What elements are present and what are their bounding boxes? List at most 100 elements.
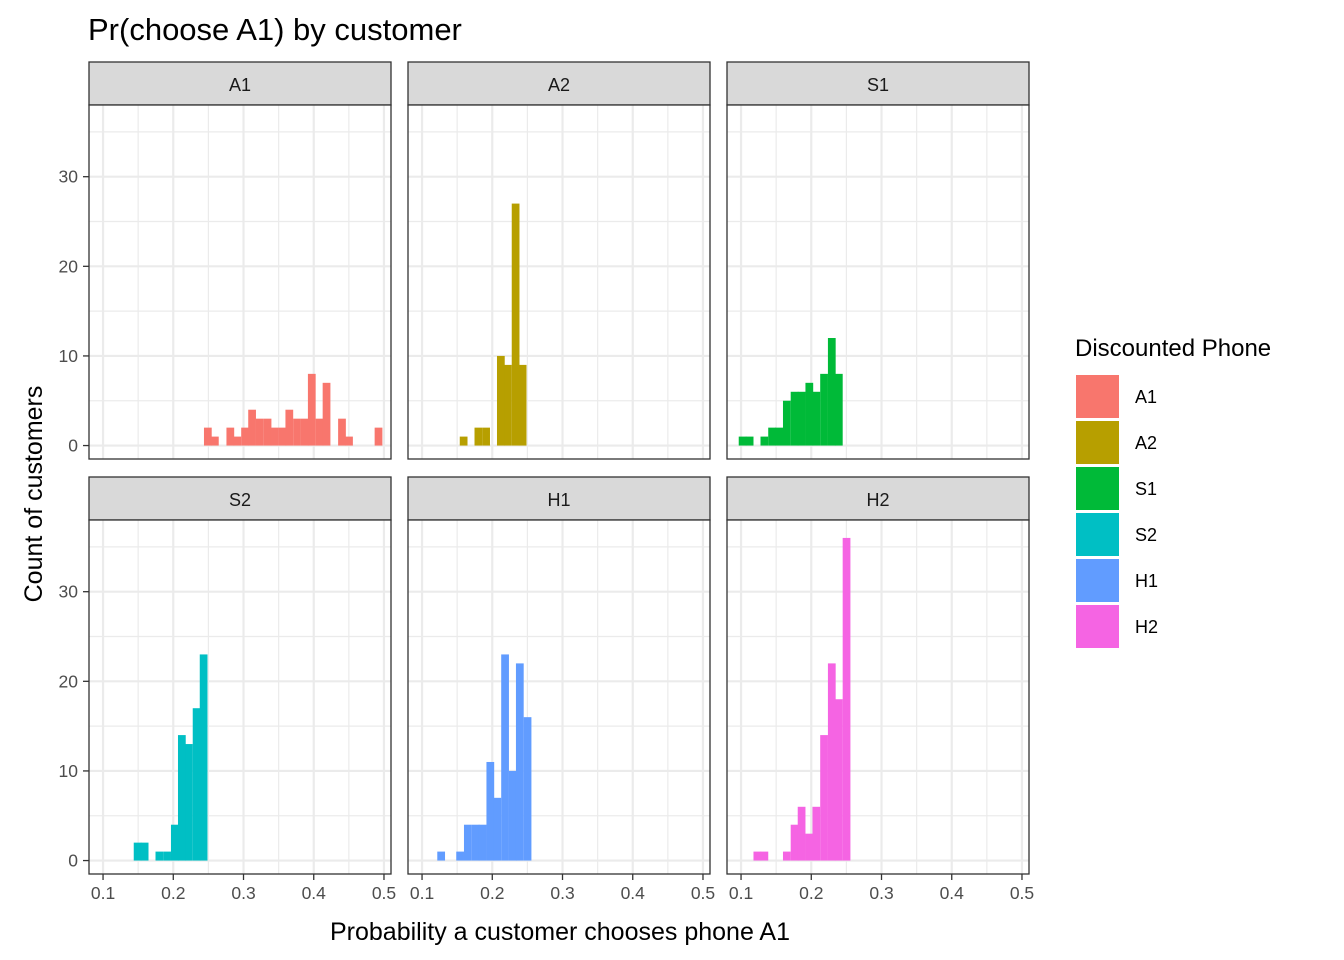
x-tick-label: 0.1 (410, 883, 434, 903)
histogram-bar (170, 824, 179, 861)
x-axis-title: Probability a customer chooses phone A1 (330, 918, 790, 946)
histogram-bar (293, 418, 301, 446)
legend-label-s2: S2 (1135, 525, 1157, 545)
y-tick-label: 30 (59, 582, 79, 602)
histogram-bar (834, 373, 843, 446)
legend-label-h1: H1 (1135, 571, 1158, 591)
histogram-bar (738, 436, 747, 446)
histogram-bar (790, 824, 799, 861)
histogram-bar (459, 436, 468, 446)
histogram-bar (255, 418, 264, 446)
histogram-bar (263, 418, 272, 446)
facet-panel-a2: A2 (407, 61, 711, 460)
x-tick-label: 0.3 (231, 883, 255, 903)
x-tick-label: 0.4 (940, 883, 965, 903)
legend-label-s1: S1 (1135, 479, 1157, 499)
y-tick-label: 20 (59, 256, 79, 276)
legend-key-h1 (1076, 559, 1119, 602)
histogram-bar (518, 364, 527, 446)
histogram-bar (760, 851, 769, 861)
y-tick-label: 0 (68, 851, 78, 871)
facet-panel-h2: H2 0.1 0.2 0.3 0.4 0.5 (726, 476, 1034, 903)
facet-strip (88, 476, 392, 521)
facet-strip (407, 61, 711, 106)
histogram-bar (338, 418, 346, 446)
histogram-bar (805, 382, 814, 446)
histogram-bar (812, 806, 821, 861)
x-tick-label: 0.4 (302, 883, 327, 903)
legend-title: Discounted Phone (1075, 335, 1271, 362)
panel-border (407, 519, 711, 875)
histogram-bar (471, 824, 480, 861)
histogram-bar (463, 824, 472, 861)
panel-background (89, 105, 391, 459)
histogram-bar (248, 409, 256, 446)
histogram-bar (820, 373, 828, 446)
histogram-bar (501, 654, 509, 861)
histogram-bar (745, 436, 754, 446)
panel-background (408, 105, 710, 459)
facet-strip-label: S2 (229, 490, 251, 510)
histogram-bar (345, 436, 353, 446)
histogram-bar (233, 436, 242, 446)
x-tick-label: 0.1 (91, 883, 115, 903)
facet-strip-label: H2 (866, 490, 889, 510)
y-tick-label: 10 (59, 761, 79, 781)
legend-label-a2: A2 (1135, 433, 1157, 453)
panel-background (727, 520, 1029, 874)
histogram-bar (374, 427, 383, 446)
panel-border (726, 104, 1030, 460)
histogram-bar (511, 203, 520, 446)
legend: Discounted Phone A1 A2 S1 S2 H1 H2 (1075, 335, 1271, 648)
y-tick-label: 0 (68, 436, 78, 456)
x-tick-label: 0.5 (372, 883, 396, 903)
histogram-bar (322, 382, 331, 446)
histogram-bar (285, 409, 294, 446)
histogram-bar (523, 717, 532, 861)
histogram-bar (478, 824, 487, 861)
histogram-bar (760, 436, 769, 446)
x-tick-label: 0.2 (799, 883, 823, 903)
histogram-bar (199, 654, 208, 861)
histogram-bar (307, 373, 316, 446)
legend-label-a1: A1 (1135, 387, 1157, 407)
histogram-bar (482, 427, 490, 446)
histogram-bar (496, 355, 505, 446)
x-tick-label: 0.5 (691, 883, 715, 903)
facet-strip (88, 61, 392, 106)
histogram-bar (270, 427, 279, 446)
panel-background (408, 520, 710, 874)
y-tick-label: 10 (59, 346, 79, 366)
histogram-bar (226, 427, 235, 446)
facet-panel-a1: A1 0 10 20 30 (59, 61, 392, 460)
histogram-bar (797, 806, 806, 861)
histogram-bar (805, 833, 814, 861)
panel-background (89, 520, 391, 874)
x-tick-label: 0.3 (550, 883, 574, 903)
legend-key-h2 (1076, 605, 1119, 648)
y-tick-label: 20 (59, 671, 79, 691)
histogram-bar (278, 427, 287, 446)
histogram-bar (203, 427, 212, 446)
facet-strip-label: H1 (547, 490, 570, 510)
histogram-bar (508, 770, 517, 861)
histogram-bar (782, 400, 791, 446)
histogram-bar (753, 851, 762, 861)
x-tick-label: 0.4 (621, 883, 646, 903)
y-axis-title: Count of customers (20, 386, 48, 603)
histogram-bar (827, 663, 836, 861)
panel-border (726, 519, 1030, 875)
facet-strip-label: S1 (867, 75, 889, 95)
histogram-bar (192, 708, 201, 861)
histogram-bar (797, 391, 806, 446)
legend-label-h2: H2 (1135, 617, 1158, 637)
legend-key-a2 (1076, 421, 1119, 464)
histogram-bar (185, 744, 193, 861)
histogram-bar (782, 851, 791, 861)
facet-strip-label: A2 (548, 75, 570, 95)
histogram-bar (775, 427, 783, 446)
histogram-bar (842, 537, 851, 861)
chart-title: Pr(choose A1) by customer (88, 12, 462, 47)
legend-key-a1 (1076, 375, 1119, 418)
